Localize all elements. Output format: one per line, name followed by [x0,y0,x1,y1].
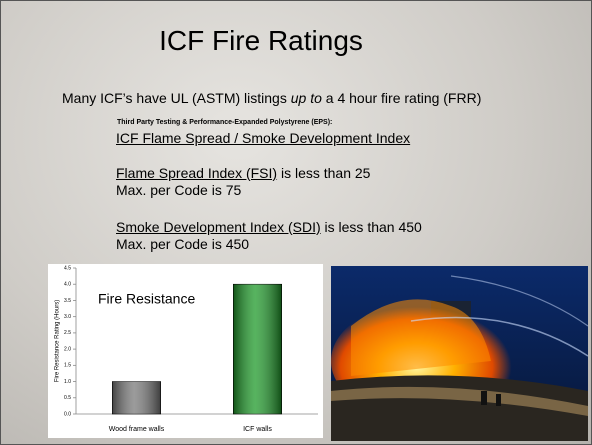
x-tick-label: ICF walls [243,426,272,433]
y-tick-label: 4.0 [64,282,71,288]
chart-title: Fire Resistance [98,291,195,307]
x-tick-label: Wood frame walls [109,426,165,433]
index-heading: ICF Flame Spread / Smoke Development Ind… [116,130,411,146]
sdi-line: Smoke Development Index (SDI) is less th… [116,219,422,235]
bar-shading [233,284,282,414]
intro: Many ICF’s have UL (ASTM) listings up to… [62,90,481,106]
y-axis-label: Fire Resistance Rating (Hours) [55,300,61,382]
y-tick-label: 0.5 [64,395,71,401]
text: Flame Spread Index (FSI) [116,165,278,181]
text: a 4 hour fire rating (FRR) [321,90,482,106]
y-tick-label: 3.5 [64,298,71,304]
fsi-max: Max. per Code is 75 [116,182,242,198]
fsi-line: Flame Spread Index (FSI) is less than 25 [116,165,370,181]
text: Many ICF’s have UL (ASTM) listings [62,90,291,106]
chart: Fire Resistance Fire Resistance Rating (… [48,264,323,438]
y-tick-label: 1.5 [64,363,71,369]
y-tick-label: 0.0 [64,411,71,417]
text: up to [290,90,322,106]
text: Smoke Development Index (SDI) [116,219,321,235]
sdi-max: Max. per Code is 450 [116,236,250,252]
slide-title: ICF Fire Ratings [159,25,363,56]
text: is less than 450 [320,219,422,235]
bar-shading [112,381,161,414]
y-tick-label: 2.0 [64,346,71,352]
y-tick-label: 3.0 [64,314,71,320]
y-tick-label: 4.5 [64,265,71,271]
y-tick-label: 1.0 [64,379,71,385]
testing-note: Third Party Testing & Performance-Expand… [117,119,333,126]
fire-photo [331,266,588,441]
text: is less than 25 [277,165,371,181]
y-tick-label: 2.5 [64,330,71,336]
